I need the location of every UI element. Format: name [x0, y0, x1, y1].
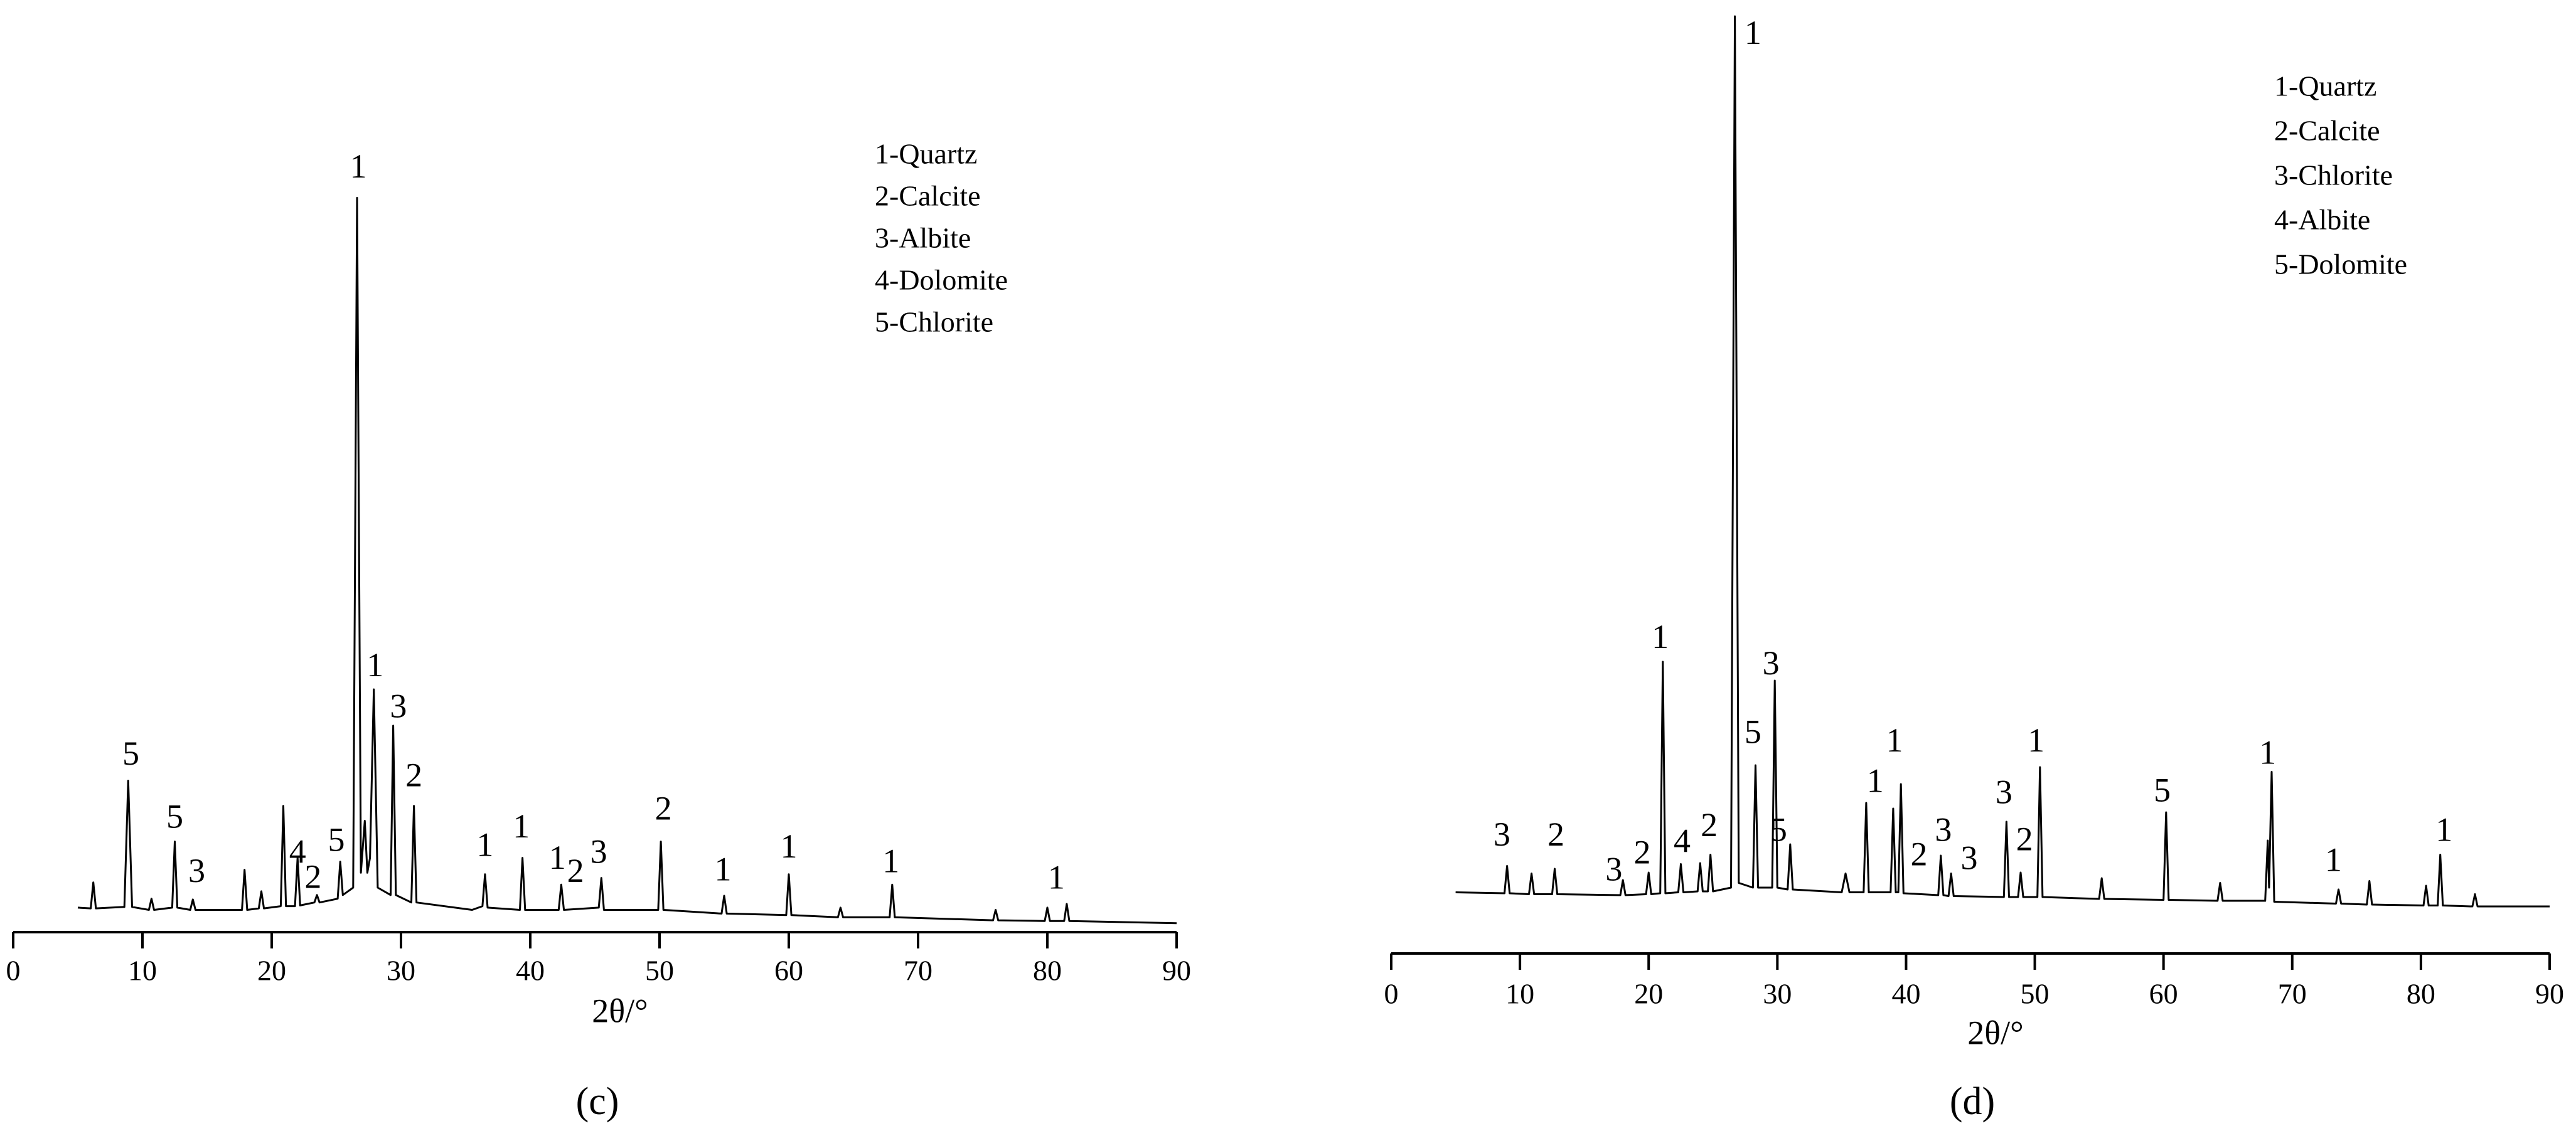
- xrd-trace: [1455, 15, 2550, 908]
- x-tick-label: 0: [1384, 978, 1399, 1010]
- x-tick-label: 40: [1891, 978, 1920, 1010]
- x-tick-label: 10: [128, 955, 157, 987]
- x-tick-label: 90: [2535, 978, 2564, 1010]
- peak-label: 5: [2154, 771, 2171, 809]
- x-tick-label: 20: [257, 955, 286, 987]
- x-tick-label: 20: [1634, 978, 1663, 1010]
- peak-label: 1: [1048, 859, 1065, 896]
- peak-label: 2: [1633, 833, 1650, 871]
- peak-label: 3: [1763, 644, 1780, 682]
- legend-entry: 1-Quartz: [875, 138, 977, 170]
- legend-entry: 3-Chlorite: [2274, 159, 2393, 191]
- peak-label: 5: [122, 735, 139, 772]
- x-tick-label: 80: [1033, 955, 1062, 987]
- peak-label: 1: [1745, 14, 1761, 51]
- x-tick-label: 50: [645, 955, 674, 987]
- peak-label: 5: [1745, 713, 1761, 750]
- panel-label: (d): [1950, 1080, 1995, 1123]
- peak-label: 2: [1547, 815, 1564, 853]
- peak-label: 1: [714, 851, 731, 888]
- peak-label: 1: [2435, 810, 2452, 848]
- legend-entry: 1-Quartz: [2274, 70, 2376, 102]
- peak-label: 4: [289, 832, 306, 870]
- legend-entry: 4-Dolomite: [875, 264, 1008, 296]
- x-tick-label: 40: [516, 955, 545, 987]
- peak-label: 1: [1886, 721, 1903, 759]
- peak-label: 3: [1494, 815, 1510, 853]
- peak-label: 3: [1996, 773, 2012, 810]
- x-axis-label: 2θ/°: [1967, 1014, 2023, 1051]
- peak-label: 3: [1605, 850, 1622, 888]
- peak-label: 5: [1770, 810, 1787, 848]
- peak-label: 1: [476, 826, 493, 864]
- x-axis-label: 2θ/°: [592, 992, 648, 1029]
- x-tick-label: 70: [904, 955, 933, 987]
- legend-entry: 3-Albite: [875, 222, 971, 254]
- peak-label: 3: [390, 687, 407, 725]
- peak-label: 1: [1867, 762, 1884, 799]
- peak-label: 1: [549, 839, 566, 876]
- x-tick-label: 30: [387, 955, 415, 987]
- x-tick-label: 50: [2021, 978, 2050, 1010]
- x-tick-label: 30: [1763, 978, 1792, 1010]
- xrd-trace: [77, 196, 1177, 925]
- x-tick-label: 80: [2407, 978, 2435, 1010]
- peak-label: 3: [188, 852, 205, 889]
- peak-label: 2: [1910, 835, 1927, 873]
- peak-label: 1: [2028, 721, 2044, 759]
- peak-label: 4: [1674, 822, 1691, 859]
- panel-label: (c): [576, 1080, 619, 1123]
- peak-label: 5: [166, 798, 183, 836]
- peak-label: 1: [2259, 733, 2276, 771]
- x-tick-label: 0: [6, 955, 21, 987]
- peak-label: 1: [781, 827, 798, 865]
- legend-entry: 4-Albite: [2274, 204, 2370, 236]
- x-tick-label: 70: [2278, 978, 2307, 1010]
- peak-label: 1: [882, 842, 899, 880]
- x-tick-label: 60: [2149, 978, 2178, 1010]
- x-tick-label: 90: [1162, 955, 1191, 987]
- peak-label: 1: [366, 646, 383, 684]
- peak-label: 2: [1701, 806, 1718, 844]
- legend-entry: 2-Calcite: [875, 180, 981, 212]
- peak-label: 1: [1652, 618, 1669, 656]
- peak-label: 5: [328, 820, 345, 858]
- peak-label: 2: [405, 756, 422, 794]
- legend-entry: 2-Calcite: [2274, 115, 2380, 147]
- peak-label: 2: [2016, 820, 2033, 858]
- peak-label: 1: [350, 147, 367, 185]
- peak-label: 3: [591, 832, 607, 870]
- x-tick-label: 60: [774, 955, 803, 987]
- peak-label: 1: [513, 807, 530, 845]
- x-tick-label: 10: [1505, 978, 1534, 1010]
- peak-label: 3: [1935, 810, 1952, 848]
- peak-label: 2: [567, 852, 584, 889]
- peak-label: 2: [655, 790, 672, 827]
- peak-label: 3: [1960, 839, 1977, 876]
- legend-entry: 5-Dolomite: [2274, 248, 2407, 280]
- peak-label: 2: [304, 858, 321, 896]
- legend-entry: 5-Chlorite: [875, 306, 993, 338]
- peak-label: 1: [2325, 841, 2342, 878]
